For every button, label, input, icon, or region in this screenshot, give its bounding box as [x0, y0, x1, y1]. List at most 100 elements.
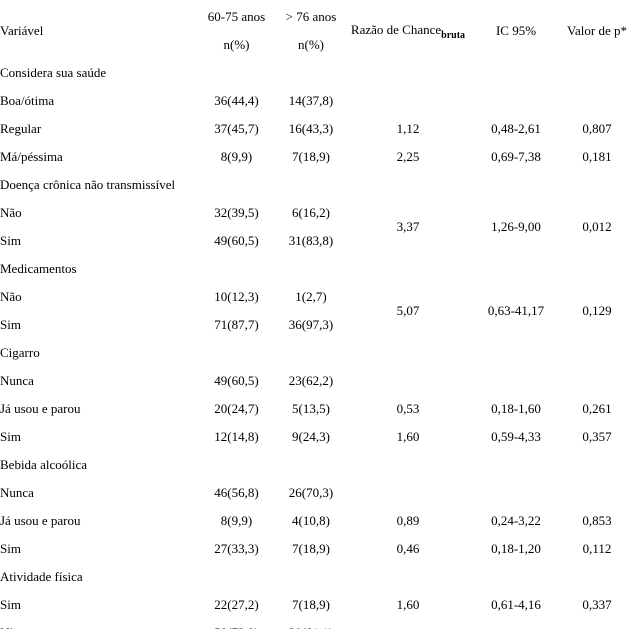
- p-cell: 0,853: [582, 513, 612, 528]
- group1-cell: 46(56,8): [214, 485, 259, 500]
- variable-cell: Já usou e parou: [0, 513, 81, 528]
- table-row: Regular 37(45,7) 16(43,3) 1,12 0,48-2,61…: [0, 115, 634, 143]
- or-cell: 1,12: [396, 121, 420, 136]
- variable-cell: Nunca: [0, 485, 34, 500]
- group2-cell: 26(70,3): [288, 485, 334, 500]
- group2-cell: 7(18,9): [292, 541, 330, 556]
- ci-cell-span: 1,26-9,00: [491, 219, 541, 234]
- group1-cell: 20(24,7): [214, 401, 259, 416]
- ci-cell: 0,18-1,60: [491, 401, 541, 416]
- group2-cell: 23(62,2): [288, 373, 334, 388]
- variable-cell: Sim: [0, 429, 21, 444]
- or-cell: 0,46: [396, 541, 420, 556]
- table-row: Sim 22(27,2) 7(18,9) 1,60 0,61-4,16 0,33…: [0, 591, 634, 619]
- table-row: Sim 49(60,5) 31(83,8): [0, 227, 634, 255]
- or-cell: [344, 479, 472, 507]
- variable-cell: Regular: [0, 121, 42, 136]
- razao-de-chance-label: Razão de Chance: [350, 21, 442, 37]
- section-header-row: Bebida alcoólica: [0, 451, 634, 479]
- variable-cell: Sim: [0, 317, 21, 332]
- p-cell: [560, 479, 634, 507]
- ci-cell: 0,61-4,16: [491, 597, 541, 612]
- col-header-60-75-anos: 60-75 anos n(%): [195, 3, 278, 59]
- variable-cell: Sim: [0, 597, 21, 612]
- variable-cell: Má/péssima: [0, 149, 63, 164]
- section-header: Medicamentos: [0, 261, 77, 276]
- group1-cell: 49(60,5): [214, 373, 259, 388]
- section-header: Doença crônica não transmissível: [0, 177, 176, 192]
- variable-cell: Sim: [0, 233, 21, 248]
- group1-cell: 8(9,9): [220, 513, 253, 528]
- section-header: Cigarro: [0, 345, 40, 360]
- table-row: Não 32(39,5) 6(16,2) 3,37 1,26-9,00 0,01…: [0, 199, 634, 234]
- group2-cell: 5(13,5): [292, 401, 330, 416]
- table-row: Nunca 49(60,5) 23(62,2): [0, 367, 634, 395]
- ci-cell: 0,18-1,20: [491, 541, 541, 556]
- or-cell: 1,60: [396, 597, 420, 612]
- group2-cell: 16(43,3): [288, 121, 334, 136]
- p-cell: 0,337: [582, 597, 612, 612]
- ci-cell: [472, 367, 560, 395]
- variable-cell: Nunca: [0, 373, 34, 388]
- variable-cell: Já usou e parou: [0, 401, 81, 416]
- group1-cell: 59(72,8): [195, 619, 278, 629]
- ci-cell: [472, 87, 560, 115]
- table-row: Sim 71(87,7) 36(97,3): [0, 311, 634, 339]
- p-cell: 0,112: [582, 541, 612, 556]
- table-row: Já usou e parou 8(9,9) 4(10,8) 0,89 0,24…: [0, 507, 634, 535]
- col-header-76-anos-npct: n(%): [298, 37, 324, 52]
- p-cell: 0,807: [582, 121, 612, 136]
- variable-cell: Não: [0, 619, 195, 629]
- or-cell: 2,25: [396, 149, 420, 164]
- group2-cell: 6(16,2): [292, 205, 330, 220]
- section-header-row: Cigarro: [0, 339, 634, 367]
- or-cell-span: 5,07: [396, 303, 420, 318]
- table-row: Não 10(12,3) 1(2,7) 5,07 0,63-41,17 0,12…: [0, 283, 634, 318]
- section-header: Atividade física: [0, 569, 83, 584]
- group1-cell: 36(44,4): [214, 93, 259, 108]
- p-cell: 0,261: [582, 401, 612, 416]
- col-header-razao-de-chance: Razão de Chancebruta: [344, 3, 472, 59]
- group2-cell: 1(2,7): [295, 289, 327, 304]
- p-cell-span: 0,129: [582, 303, 612, 318]
- group1-cell: 71(87,7): [214, 317, 259, 332]
- or-cell: 1,60: [396, 429, 420, 444]
- col-header-variavel: Variável: [0, 23, 44, 38]
- section-header-row: Considera sua saúde: [0, 59, 634, 87]
- or-cell: 0,53: [396, 401, 420, 416]
- col-header-ic95: IC 95%: [495, 23, 537, 38]
- or-cell: [344, 619, 472, 629]
- group2-cell: 31(83,8): [288, 233, 334, 248]
- group1-cell: 27(33,3): [214, 541, 259, 556]
- variable-cell: Não: [0, 205, 22, 220]
- or-cell: 0,89: [396, 513, 420, 528]
- section-header: Considera sua saúde: [0, 65, 107, 80]
- ci-cell: [472, 619, 560, 629]
- ci-cell: 0,69-7,38: [491, 149, 541, 164]
- section-header: Bebida alcoólica: [0, 457, 87, 472]
- variable-cell: Boa/ótima: [0, 93, 55, 108]
- group1-cell: 12(14,8): [214, 429, 259, 444]
- or-cell: [344, 87, 472, 115]
- col-header-valor-p: Valor de p*: [567, 23, 627, 38]
- variable-cell: Sim: [0, 541, 21, 556]
- group1-cell: 10(12,3): [214, 289, 259, 304]
- ci-cell-span: 0,63-41,17: [487, 303, 545, 318]
- table-row: Sim 12(14,8) 9(24,3) 1,60 0,59-4,33 0,35…: [0, 423, 634, 451]
- p-cell: [560, 367, 634, 395]
- col-header-60-75-anos-npct: n(%): [223, 37, 250, 52]
- group1-cell: 37(45,7): [214, 121, 259, 136]
- col-header-60-75-anos-label: 60-75 anos: [207, 9, 266, 24]
- group1-cell: 8(9,9): [220, 149, 253, 164]
- p-cell-span: 0,012: [582, 219, 612, 234]
- group2-cell: 14(37,8): [288, 93, 334, 108]
- p-cell: 0,357: [582, 429, 612, 444]
- col-header-76-anos: > 76 anos n(%): [278, 3, 344, 59]
- p-cell: [560, 87, 634, 115]
- or-cell: [344, 367, 472, 395]
- table-row: Já usou e parou 20(24,7) 5(13,5) 0,53 0,…: [0, 395, 634, 423]
- or-cell-span: 3,37: [396, 219, 420, 234]
- table-row: Sim 27(33,3) 7(18,9) 0,46 0,18-1,20 0,11…: [0, 535, 634, 563]
- p-cell: 0,181: [582, 149, 612, 164]
- ci-cell: [472, 479, 560, 507]
